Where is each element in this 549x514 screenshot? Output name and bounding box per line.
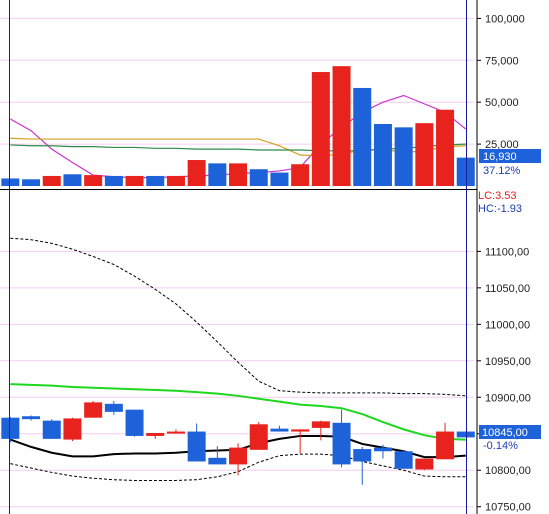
volume-bar [311,72,330,186]
volume-axis-ticks: 100,000 75,000 50,000 25,000 [477,13,525,151]
price-tick-label: 10950,00 [485,356,531,368]
candle-body [63,418,82,440]
moving-average-line [10,383,466,441]
volume-bar [332,66,351,186]
candle-body [166,431,185,434]
chart-frame [0,0,478,514]
candle-body [84,402,103,418]
volume-bar [270,172,289,186]
candle-body [125,409,144,436]
volume-bar [22,179,41,186]
candle-body [270,428,289,432]
lc-label: LC:3.53 [478,190,517,202]
volume-bar [436,109,455,186]
candle-body [229,447,248,465]
volume-bar [456,157,475,186]
candle-body [394,451,413,469]
candle-body [311,421,330,428]
candle-body [1,417,20,439]
candle-body [415,458,434,470]
envelope-line [10,453,466,481]
volume-bar [208,163,227,186]
candle-body [146,433,165,436]
candle-body [332,422,351,465]
price-tick-label: 10900,00 [485,392,531,404]
candle-body [104,403,123,412]
current-volume-badge [479,149,541,163]
current-price-label: 10845,00 [482,427,528,439]
current-price-badge [479,425,541,439]
volume-bar [394,127,413,186]
volume-bar [104,175,123,186]
volume-bar [229,163,248,186]
volume-bar [249,169,268,186]
candle-body [436,431,455,460]
candle-body [208,457,227,465]
price-candles [1,400,475,485]
volume-tick-label: 100,000 [485,13,525,25]
volume-bar [187,160,206,186]
volume-bar [353,87,372,186]
current-change-label: -0.14% [483,440,518,452]
candle-body [22,416,41,420]
candle-body [373,447,392,452]
volume-bar [291,164,310,186]
price-tick-label: 11000,00 [485,319,530,331]
current-volume-label: 16,930 [483,151,517,163]
candle-body [291,429,310,432]
volume-bar [63,174,82,186]
volume-grid [0,17,474,145]
volume-bar [84,175,103,186]
price-tick-label: 11050,00 [485,283,530,295]
volume-bar [373,123,392,186]
price-tick-label: 11100,00 [485,246,529,258]
volume-tick-label: 50,000 [485,97,519,109]
volume-tick-label: 75,000 [485,55,519,67]
volume-bar [1,178,20,186]
volume-tick-label: 25,000 [485,139,519,151]
candle-body [187,431,206,462]
volume-bar [146,175,165,186]
current-volume-ratio: 37.12% [483,165,521,177]
volume-bar [125,175,144,186]
price-tick-label: 10800,00 [485,465,531,477]
volume-bars [1,66,475,186]
candle-body [249,424,268,450]
price-tick-label: 10750,00 [485,502,531,514]
hc-label: HC:-1.93 [478,203,522,215]
volume-bar [166,175,185,186]
candle-body [353,449,372,462]
price-axis-ticks: 11100,00 11050,00 11000,00 10950,00 10900,00… [477,246,531,514]
candle-body [456,431,475,438]
volume-bar [42,175,61,186]
envelope-line [10,237,466,397]
candle-body [42,420,61,439]
volume-bar [415,123,434,186]
